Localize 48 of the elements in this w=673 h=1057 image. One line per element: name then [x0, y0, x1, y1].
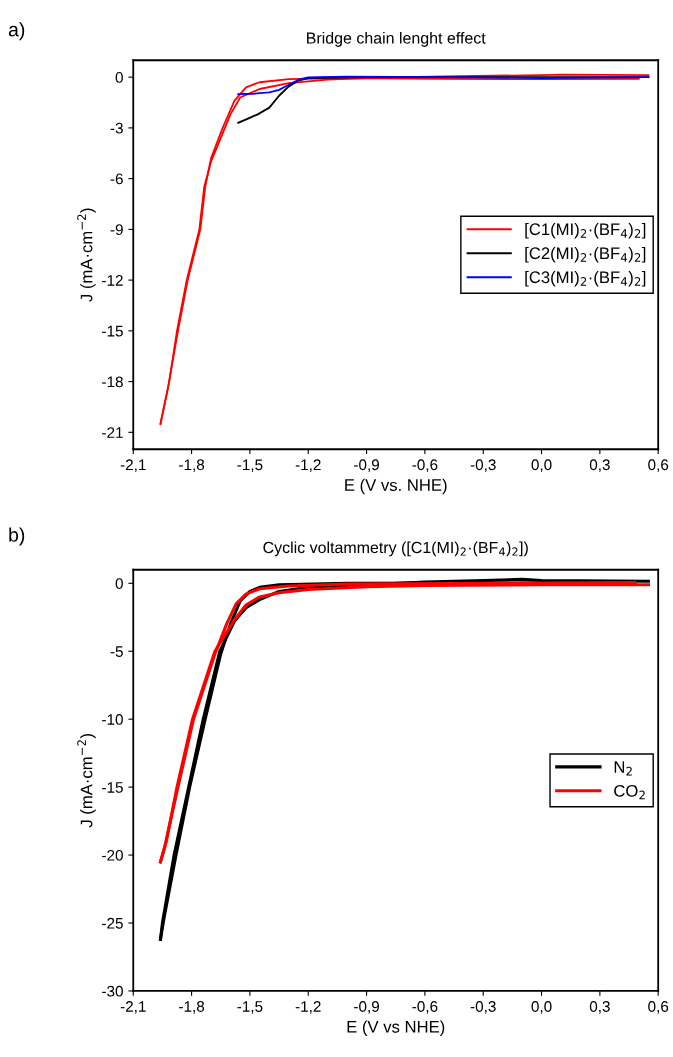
x-tick-label: -2,1	[120, 1001, 146, 1014]
x-tick-label: -0,3	[470, 1001, 496, 1014]
y-axis-title: J (mA·cm$^{−2}$)	[77, 734, 96, 828]
y-tick-label: -15	[102, 782, 123, 793]
y-tick-label: -25	[102, 917, 123, 929]
x-tick-label: -0,6	[412, 459, 438, 472]
x-tick-label: -0,9	[354, 1001, 379, 1014]
legend-label: N$_{2}$	[614, 761, 632, 776]
legend-label: [C1(MI)$_{2}$·(BF$_{4}$)$_{2}$]	[525, 222, 646, 239]
y-tick-label: -21	[102, 427, 123, 438]
y-tick-label: 0	[115, 578, 123, 589]
x-tick-label: -2,1	[120, 459, 146, 472]
text: a)	[8, 22, 25, 41]
legend-label: CO$_{2}$	[614, 784, 645, 800]
y-tick-label: -30	[102, 985, 123, 997]
y-tick-label: -5	[110, 646, 123, 657]
x-tick-label: 0,3	[589, 459, 610, 472]
x-tick-label: -1,2	[295, 459, 321, 472]
x-tick-label: -0,6	[412, 1001, 438, 1014]
y-tick-label: -10	[102, 714, 123, 725]
y-tick-label: -15	[102, 325, 123, 337]
y-tick-label: -12	[102, 274, 123, 286]
x-tick-label: -1,5	[237, 459, 263, 472]
x-tick-label: -0,3	[470, 459, 496, 472]
y-tick-label: -3	[110, 122, 123, 134]
chart-title: Bridge chain lenght effect	[307, 32, 486, 47]
y-tick-label: -6	[110, 173, 123, 185]
x-tick-label: -1,8	[179, 1001, 205, 1014]
x-tick-label: -1,2	[295, 1001, 321, 1014]
y-tick-label: 0	[115, 72, 123, 83]
x-tick-label: 0,6	[648, 459, 669, 472]
text: b)	[9, 527, 25, 546]
y-tick-label: -9	[110, 224, 123, 236]
x-tick-label: 0,6	[648, 1001, 669, 1014]
legend-label: [C3(MI)$_{2}$·(BF$_{4}$)$_{2}$]	[525, 270, 646, 287]
x-tick-label: 0,3	[589, 1001, 610, 1014]
x-tick-label: -1,5	[237, 1001, 263, 1014]
x-tick-label: -1,8	[179, 459, 205, 472]
x-axis-title: E (V vs NHE)	[347, 1020, 445, 1036]
x-tick-label: -0,9	[354, 459, 379, 472]
x-axis-title: E (V vs. NHE)	[345, 478, 447, 495]
x-tick-label: 0,0	[531, 459, 552, 472]
y-tick-label: -18	[102, 376, 123, 388]
x-tick-label: 0,0	[531, 1001, 552, 1014]
y-tick-label: -20	[102, 849, 123, 861]
chart-title: Cyclic voltammetry ([C1(MI)$_{2}$·(BF$_{4}$)$_{2}$])	[263, 541, 528, 557]
y-axis-title: J (mA·cm$^{−2}$)	[77, 208, 96, 302]
legend-label: [C2(MI)$_{2}$·(BF$_{4}$)$_{2}$]	[525, 246, 646, 263]
